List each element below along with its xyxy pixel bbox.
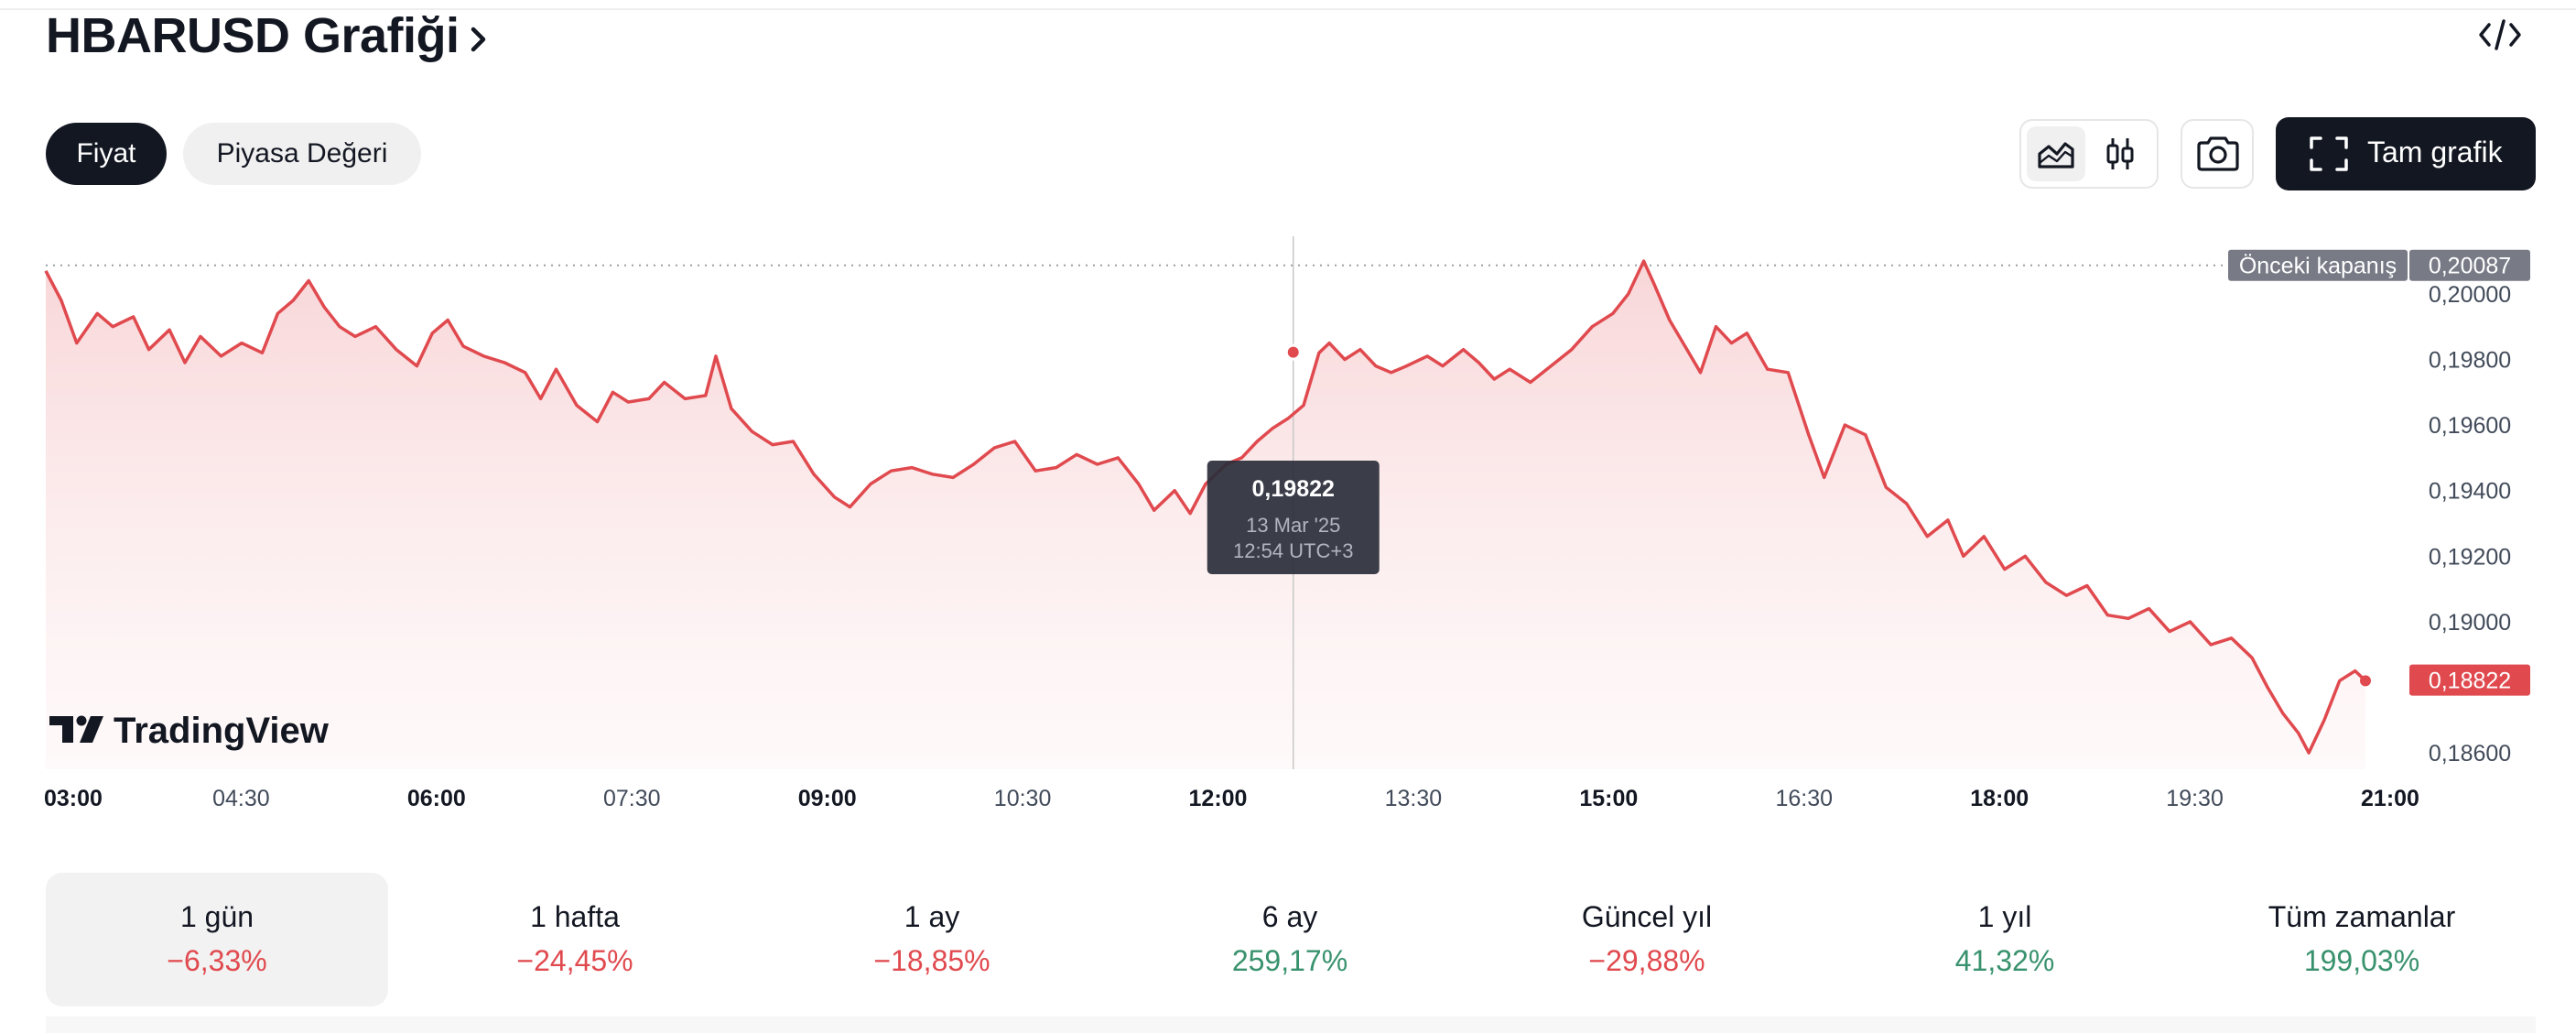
tradingview-watermark: TradingView (49, 711, 330, 751)
crosshair-tooltip (1207, 461, 1380, 574)
last-price-tag (2409, 664, 2530, 696)
previous-close-value: 0,20087 (2429, 254, 2511, 279)
tab-price[interactable]: Fiyat (46, 123, 167, 185)
last-price-value: 0,18822 (2429, 669, 2511, 694)
period-label: Güncel yıl (1581, 900, 1713, 933)
tradingview-logo-icon (49, 715, 103, 743)
chart-style-toggle (2019, 119, 2159, 189)
x-tick-label: 13:30 (1385, 786, 1443, 811)
period-change: −24,45% (516, 944, 633, 977)
last-price-dot (2360, 675, 2371, 687)
period-5[interactable]: 1 yıl 41,32% (1834, 873, 2176, 1006)
previous-close-value-tag (2409, 249, 2530, 281)
candlestick-icon (2106, 138, 2134, 169)
period-label: 6 ay (1261, 900, 1318, 933)
period-label: Tüm zamanlar (2268, 900, 2456, 933)
period-2[interactable]: 1 ay −18,85% (761, 873, 1103, 1006)
crosshair-dot (1284, 343, 1302, 361)
period-0[interactable]: 1 gün −6,33% (46, 873, 388, 1006)
area-chart-icon (2038, 142, 2074, 169)
tooltip-date: 13 Mar '25 (1246, 514, 1340, 537)
top-divider (0, 8, 2576, 10)
line-chart-button[interactable] (2027, 126, 2085, 181)
full-chart-label: Tam grafik (2367, 136, 2503, 169)
period-change: −6,33% (167, 944, 267, 977)
page-title-text: HBARUSD Grafiği (46, 8, 460, 63)
period-change: 41,32% (1954, 944, 2055, 977)
period-label: 1 ay (904, 900, 960, 933)
x-tick-label: 19:30 (2166, 786, 2224, 811)
previous-close-tag (2228, 249, 2408, 281)
embed-code-button[interactable] (2477, 16, 2523, 53)
bottom-fade (46, 1017, 2536, 1033)
period-change: −18,85% (873, 944, 990, 977)
code-embed-icon (2479, 19, 2521, 50)
x-tick-label: 03:00 (44, 786, 103, 811)
x-tick-label: 12:00 (1189, 786, 1248, 811)
period-3[interactable]: 6 ay 259,17% (1119, 873, 1461, 1006)
period-change: 259,17% (1231, 944, 1348, 977)
period-change: −29,88% (1588, 944, 1705, 977)
period-label: 1 gün (179, 900, 254, 933)
y-tick-label: 0,19000 (2429, 610, 2511, 636)
candles-button[interactable] (2091, 126, 2149, 181)
tooltip-price: 0,19822 (1252, 476, 1335, 502)
period-6[interactable]: Tüm zamanlar 199,03% (2191, 873, 2533, 1006)
period-label: 1 yıl (1977, 900, 2032, 933)
x-tick-label: 06:00 (407, 786, 466, 811)
x-tick-label: 10:30 (994, 786, 1052, 811)
fullscreen-icon (2310, 136, 2348, 171)
y-tick-label: 0,19200 (2429, 544, 2511, 570)
page-title[interactable]: HBARUSD Grafiği (46, 7, 489, 64)
x-tick-label: 21:00 (2361, 786, 2419, 811)
x-tick-label: 09:00 (798, 786, 857, 811)
x-tick-label: 04:30 (212, 786, 270, 811)
price-area-fill (46, 261, 2365, 770)
y-tick-label: 0,20000 (2429, 282, 2511, 308)
x-tick-label: 18:00 (1970, 786, 2029, 811)
snapshot-button[interactable] (2181, 119, 2254, 189)
period-4[interactable]: Güncel yıl −29,88% (1476, 873, 1818, 1006)
y-tick-label: 0,18600 (2429, 741, 2511, 767)
camera-icon (2197, 136, 2239, 171)
full-chart-button[interactable]: Tam grafik (2276, 117, 2536, 190)
y-tick-label: 0,19400 (2429, 479, 2511, 505)
x-tick-label: 07:30 (603, 786, 661, 811)
period-change: 199,03% (2303, 944, 2420, 977)
x-tick-label: 16:30 (1775, 786, 1833, 811)
previous-close-label: Önceki kapanış (2239, 254, 2397, 279)
y-tick-label: 0,19600 (2429, 413, 2511, 439)
period-1[interactable]: 1 hafta −24,45% (404, 873, 746, 1006)
chevron-right-icon (471, 27, 485, 51)
tab-market-cap[interactable]: Piyasa Değeri (183, 123, 421, 185)
y-tick-label: 0,19800 (2429, 347, 2511, 373)
period-label: 1 hafta (530, 900, 620, 933)
x-tick-label: 15:00 (1579, 786, 1638, 811)
tooltip-time: 12:54 UTC+3 (1233, 539, 1353, 562)
tradingview-wordmark: TradingView (114, 711, 330, 751)
